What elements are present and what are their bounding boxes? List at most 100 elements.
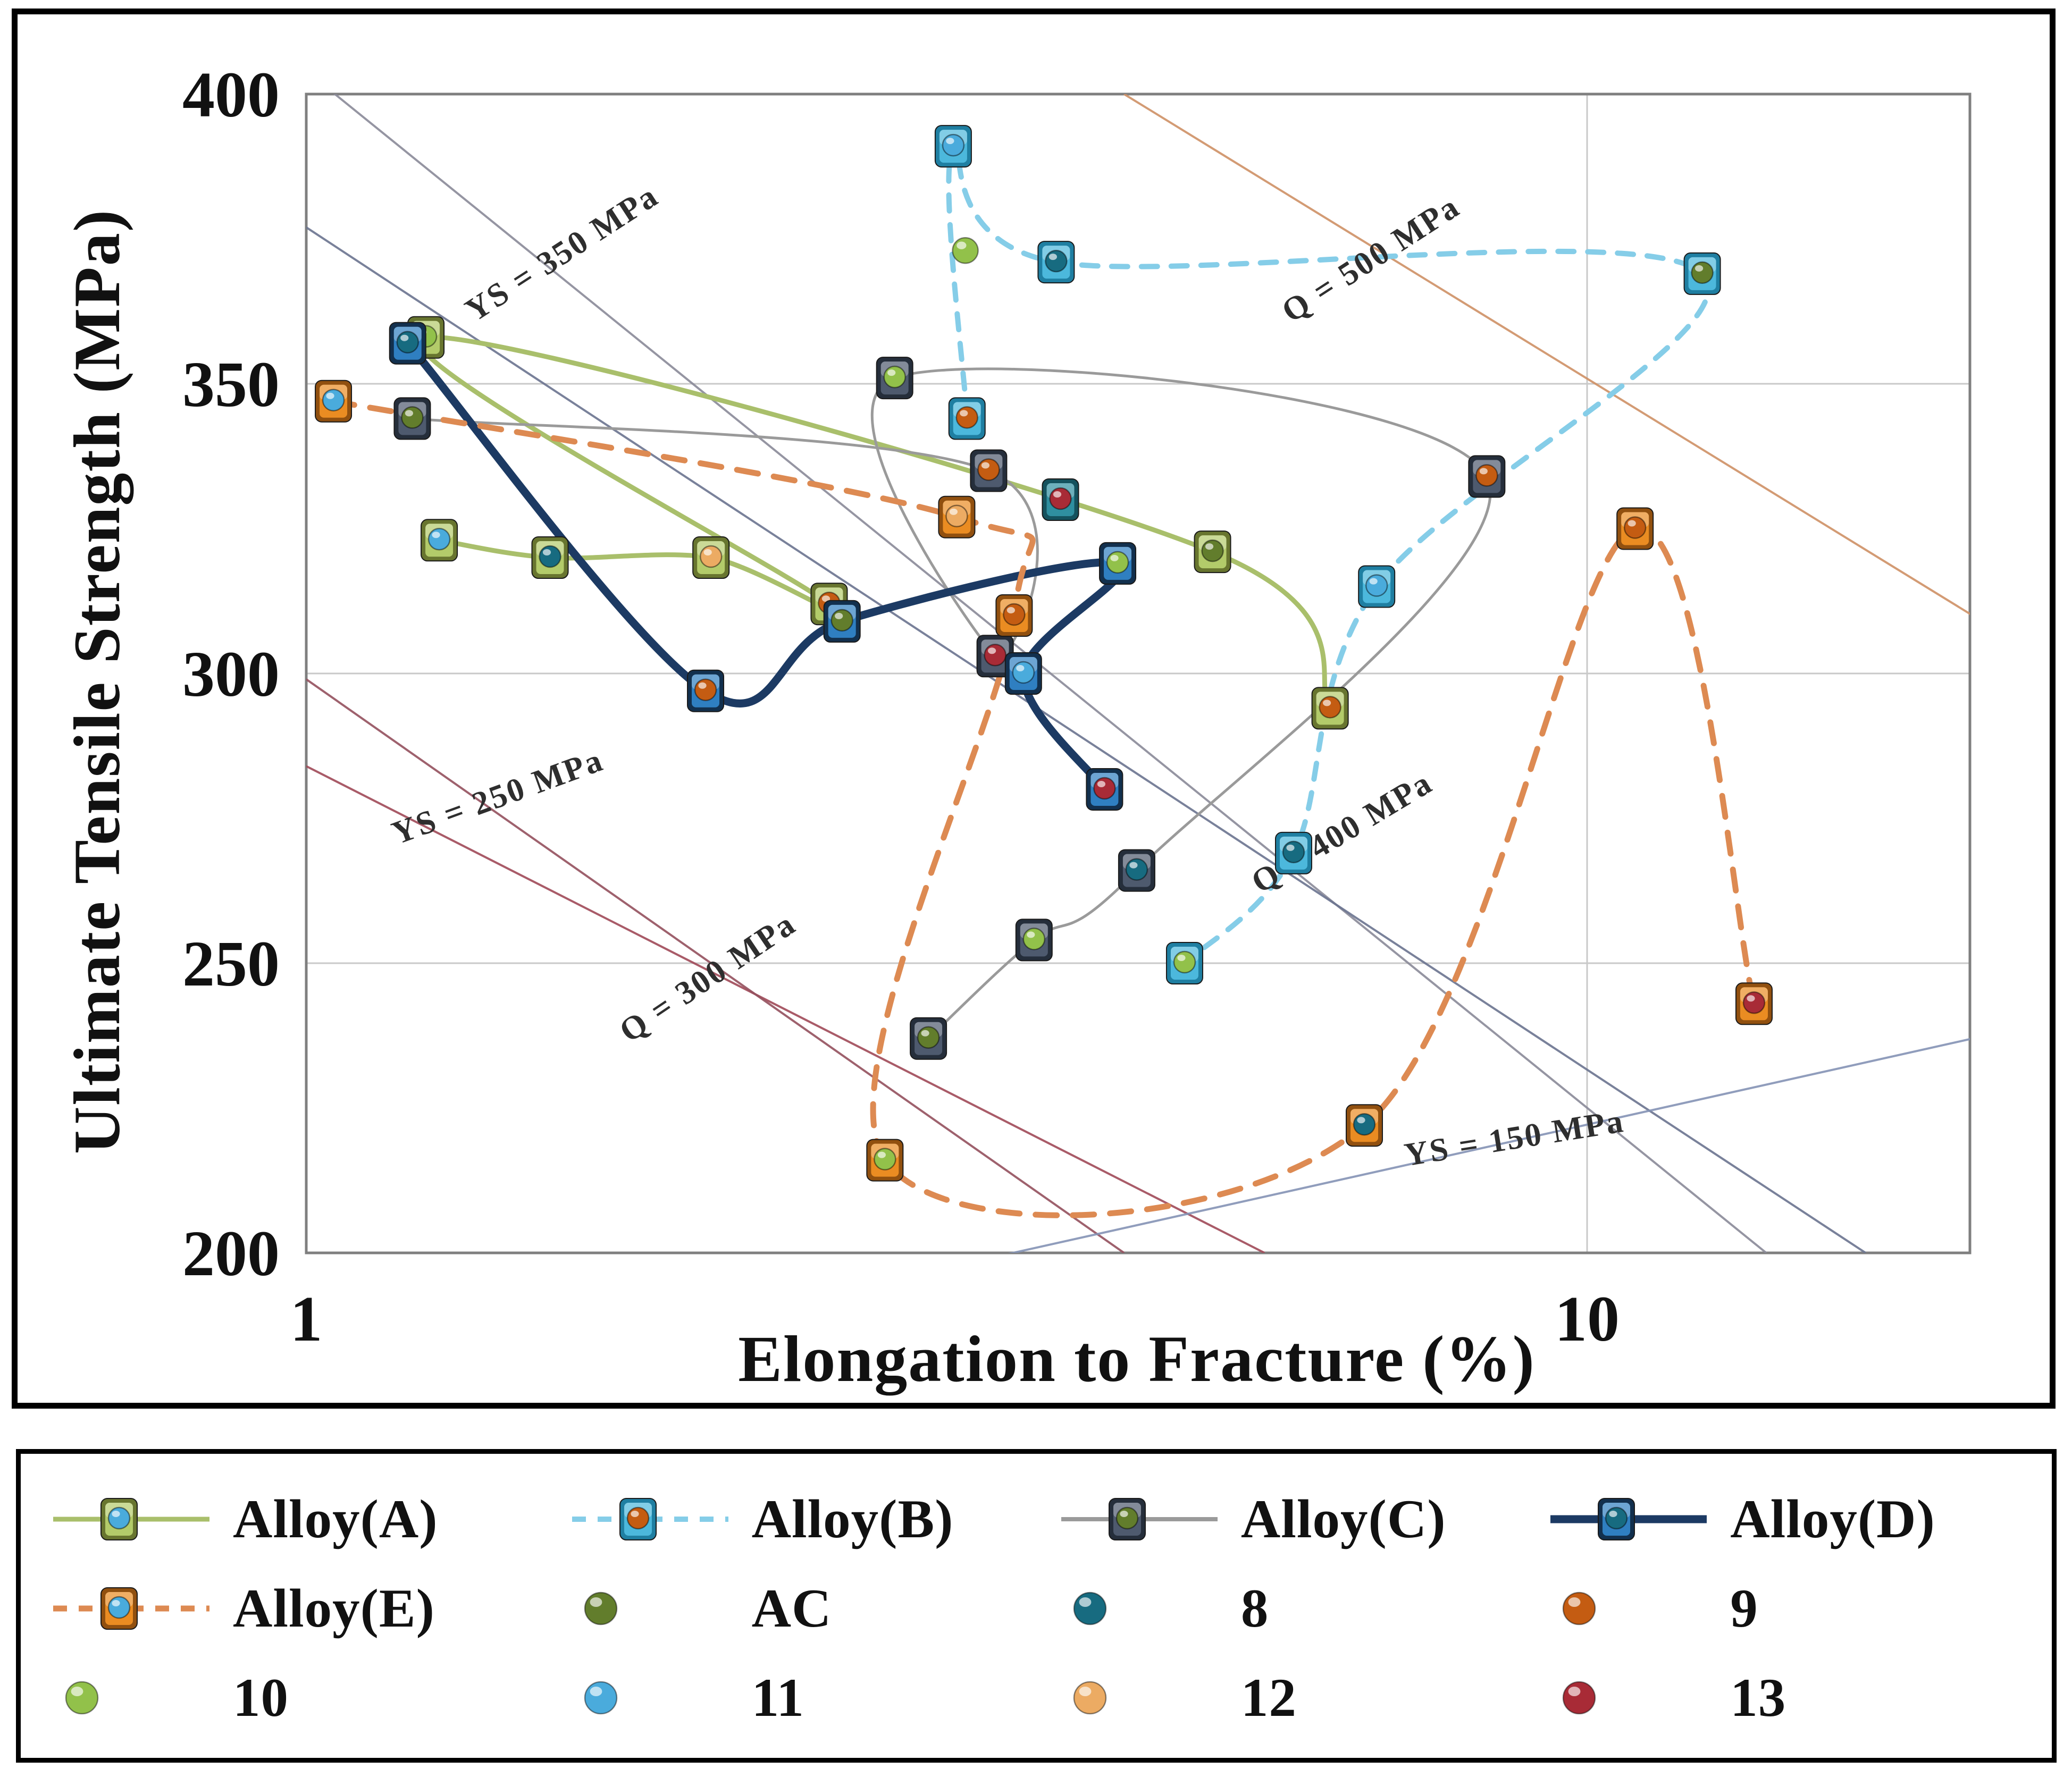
y-axis-title: Ultimate Tensile Strength (MPa)	[61, 208, 133, 1155]
condition-ball	[874, 1148, 896, 1170]
condition-ball	[1106, 551, 1129, 574]
ball-highlight	[1568, 1687, 1581, 1696]
y-tick-400: 400	[182, 59, 280, 131]
condition-ball	[427, 528, 451, 551]
legend-sample	[65, 1681, 99, 1715]
marker-alloyc-9	[1468, 455, 1506, 498]
condition-ball	[1049, 487, 1072, 510]
legend-ball-sample	[65, 1681, 99, 1715]
y-tick-200: 200	[182, 1218, 280, 1290]
ball-highlight	[921, 1030, 929, 1037]
condition-ball	[917, 1026, 940, 1049]
marker-alloyc-AC	[910, 1017, 947, 1060]
marker-alloyc-10	[876, 357, 913, 400]
condition-ball	[977, 458, 1000, 481]
condition-ball	[1282, 840, 1305, 864]
ball-highlight	[1079, 1597, 1092, 1607]
condition-ball	[1742, 991, 1766, 1014]
legend-sample	[584, 1591, 617, 1626]
legend-item-alloya: Alloy(A)	[50, 1485, 569, 1554]
ball-highlight	[960, 410, 968, 417]
ball-highlight	[630, 1511, 639, 1517]
legend-label: 11	[751, 1667, 804, 1728]
marker-alloye-8	[1346, 1104, 1383, 1147]
marker-alloye-12	[938, 495, 976, 538]
ball-highlight	[1357, 1117, 1365, 1124]
condition-ball	[539, 545, 561, 568]
legend-square-sample	[100, 1498, 138, 1540]
ball-highlight	[590, 1687, 602, 1696]
ball-highlight	[542, 549, 551, 555]
condition-ball	[1319, 696, 1341, 719]
ball-highlight	[1079, 1687, 1092, 1696]
legend-label: Alloy(E)	[233, 1578, 435, 1639]
condition-ball	[1045, 249, 1068, 273]
ball-highlight	[703, 549, 712, 555]
condition-ball	[107, 1596, 131, 1619]
ball-highlight	[112, 1600, 120, 1606]
ball-highlight	[1120, 1511, 1128, 1517]
legend-label: Alloy(A)	[233, 1489, 438, 1549]
marker-alloyb-8	[1274, 831, 1312, 874]
condition-ball	[1691, 261, 1714, 284]
legend-label: 8	[1240, 1578, 1269, 1639]
condition-ball	[1201, 539, 1224, 562]
legend-ball-sample	[584, 1591, 617, 1626]
condition-ball	[1173, 950, 1196, 974]
refline-q-400	[306, 226, 1867, 1253]
marker-alloyd-AC	[823, 600, 861, 643]
ball-highlight	[1110, 554, 1119, 561]
condition-ball	[955, 406, 978, 429]
condition-ball	[401, 406, 424, 429]
ball-highlight	[1369, 578, 1378, 585]
ball-highlight	[326, 392, 334, 399]
marker-alloye-9	[1616, 507, 1654, 550]
ball-highlight	[957, 241, 967, 249]
marker-alloye-10	[866, 1139, 904, 1182]
condition-ball	[883, 365, 906, 389]
condition-ball	[1022, 928, 1046, 950]
legend-ball-sample	[1073, 1591, 1107, 1626]
condition-ball	[1475, 464, 1498, 487]
legend-item-alloyd: Alloy(D)	[1547, 1485, 2046, 1554]
legend-item-alloyb: Alloy(B)	[569, 1485, 1058, 1554]
marker-alloyc-8	[1118, 849, 1155, 892]
ball-highlight	[432, 532, 440, 538]
ball-highlight	[981, 462, 990, 469]
marker-alloyd-11	[1004, 652, 1042, 695]
legend-sample	[1562, 1591, 1596, 1626]
legend-sample	[572, 1498, 728, 1540]
ball-highlight	[1205, 543, 1214, 550]
marker-alloyd-13	[1086, 768, 1123, 811]
marker-alloya-12	[692, 536, 730, 579]
y-tick-250: 250	[182, 928, 280, 1000]
condition-ball	[1353, 1113, 1376, 1136]
legend-label: 10	[233, 1667, 289, 1728]
ball-highlight	[1006, 607, 1015, 613]
ball-highlight	[1286, 844, 1295, 851]
condition-ball	[945, 504, 968, 527]
legend-label: 9	[1730, 1578, 1758, 1639]
marker-alloyb-AC	[1683, 252, 1721, 295]
condition-ball	[694, 678, 717, 701]
legend-item-13: 13	[1547, 1663, 2046, 1732]
marker-alloyc-AC	[393, 397, 431, 440]
ball-highlight	[1628, 520, 1636, 527]
ball-highlight	[877, 1151, 886, 1158]
marker-alloya-9	[1311, 687, 1349, 730]
ball-highlight	[400, 334, 409, 341]
y-tick-300: 300	[182, 638, 280, 710]
legend-label: Alloy(D)	[1730, 1489, 1935, 1549]
condition-ball	[322, 389, 345, 411]
marker-alloyb-11	[934, 125, 972, 168]
legend-item-9: 9	[1547, 1574, 2046, 1643]
ball-highlight	[1479, 468, 1488, 475]
condition-ball	[942, 133, 965, 157]
ball-highlight	[1053, 491, 1062, 498]
x-axis-title: Elongation to Fracture (%)	[738, 1323, 1536, 1395]
ball-highlight	[71, 1687, 83, 1696]
condition-ball	[396, 331, 419, 353]
ball-highlight	[1048, 254, 1057, 260]
legend-square-sample	[619, 1498, 657, 1540]
